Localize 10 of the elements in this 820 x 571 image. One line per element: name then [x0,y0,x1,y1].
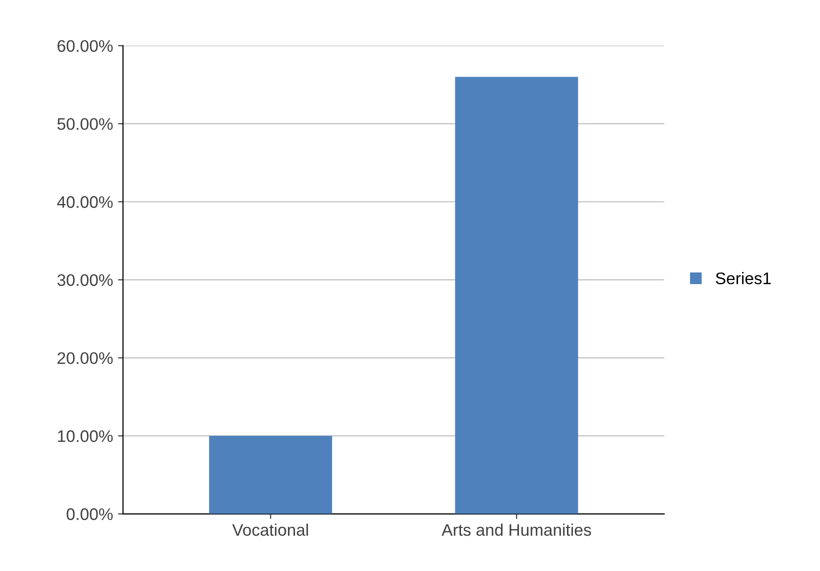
y-tick-label: 10.00% [58,430,113,442]
y-tick-label: 40.00% [57,196,113,208]
y-tick-label: 30.00% [57,274,113,286]
legend-label: Series1 [716,272,771,284]
y-tick-label: 60.00% [58,40,113,52]
x-tick-label: Arts and Humanities [442,524,592,536]
y-tick-label: 50.00% [57,118,113,130]
y-tick-label: 0.00% [66,508,113,520]
y-tick-label: 20.00% [58,352,113,364]
x-tick-label: Vocational [232,524,308,536]
